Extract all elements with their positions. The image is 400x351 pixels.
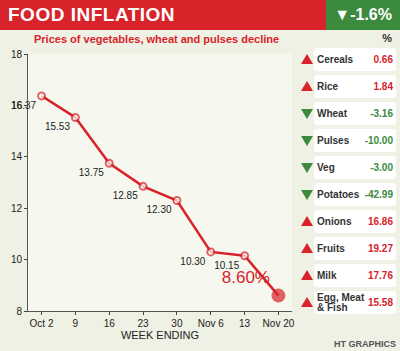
html-text:Prices of vegetables, wheat an: Prices of vegetables, wheat and pulses d… [34, 33, 280, 45]
svg-text:15.53: 15.53 [45, 121, 70, 132]
svg-text:12: 12 [11, 203, 23, 214]
html-text:Pulses: Pulses [317, 134, 350, 146]
html-text:Potatoes -42.99: Potatoes -42.99 [317, 188, 393, 200]
html-text:Milk: Milk [317, 269, 337, 281]
html-text:15.58: 15.58 [368, 297, 393, 308]
svg-text:10.30: 10.30 [180, 256, 205, 267]
svg-text:16: 16 [104, 318, 116, 329]
svg-text:WEEK ENDING: WEEK ENDING [121, 329, 199, 341]
html-text:19.27: 19.27 [368, 243, 393, 254]
svg-text:14: 14 [11, 151, 23, 162]
html-text:HT GRAPHICS: HT GRAPHICS [334, 339, 396, 349]
html-text:Rice: Rice [317, 80, 339, 92]
svg-text:16.37: 16.37 [11, 100, 36, 111]
html-text:Wheat: Wheat [317, 107, 347, 119]
svg-text:10.15: 10.15 [214, 260, 239, 271]
svg-text:16: 16 [11, 100, 23, 111]
html-text:0.66: 0.66 [373, 54, 393, 65]
svg-text:12.85: 12.85 [113, 190, 138, 201]
svg-text:9: 9 [73, 318, 79, 329]
html-text:1.84: 1.84 [373, 81, 393, 92]
svg-text:8.60%: 8.60% [222, 268, 270, 287]
html-text:FOOD INFLATION: FOOD INFLATION [8, 4, 176, 25]
html-text:Fruits: Fruits [317, 242, 345, 254]
svg-text:10: 10 [11, 254, 23, 265]
svg-text:13: 13 [239, 318, 251, 329]
html-text:16.86: 16.86 [368, 216, 393, 227]
html-text:Cereals: Cereals [317, 53, 354, 65]
html-text:-3.00: -3.00 [370, 162, 393, 173]
svg-text:Nov 20: Nov 20 [263, 318, 295, 329]
html-text:Egg, Meat & Fish: Egg, Meat & Fish [317, 291, 365, 313]
html-text:17.76: 17.76 [368, 270, 393, 281]
html-text:Onions: Onions [317, 215, 352, 227]
svg-text:30: 30 [171, 318, 183, 329]
svg-text:13.75: 13.75 [79, 167, 104, 178]
html-text:Veg: Veg [317, 161, 335, 173]
svg-text:18: 18 [11, 49, 23, 60]
html-text:-10.00: -10.00 [364, 135, 393, 146]
svg-text:Nov 6: Nov 6 [198, 318, 225, 329]
svg-text:23: 23 [138, 318, 150, 329]
html-text:▼-1.6%: ▼-1.6% [334, 6, 392, 23]
svg-text:Oct 2: Oct 2 [30, 318, 54, 329]
svg-text:8: 8 [16, 306, 22, 317]
html-text:-3.16: -3.16 [370, 108, 393, 119]
svg-text:12.30: 12.30 [147, 204, 172, 215]
